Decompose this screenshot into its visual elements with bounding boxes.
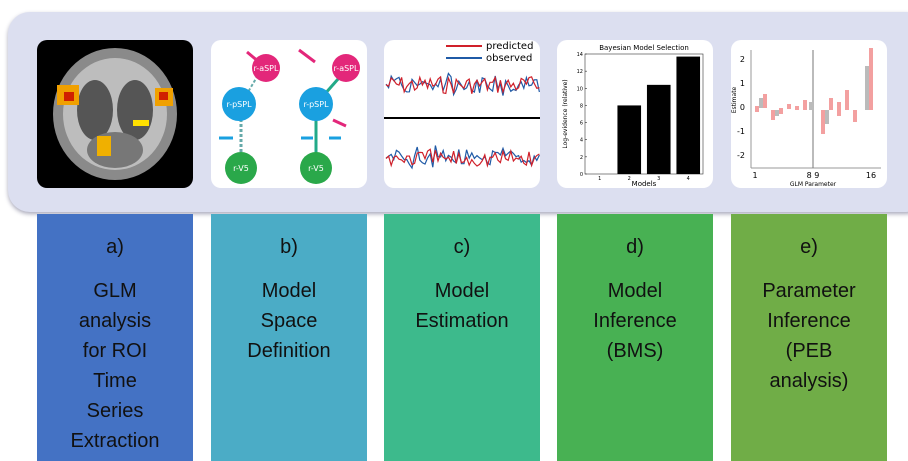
stage-text: Model: [384, 276, 540, 306]
y-tick-label: 10: [577, 86, 583, 92]
bar: [617, 105, 641, 174]
stage-text: Estimation: [384, 306, 540, 336]
x-axis-label: GLM Parameter: [790, 181, 837, 188]
stage-letter: c): [384, 232, 540, 262]
node-label: r-V5: [308, 164, 324, 173]
bar: [647, 85, 671, 174]
brain-thumbnail: [37, 40, 193, 188]
model-diagram: r-aSPL r-aSPL r-pSPL r-pSPL r-V5 r-V5: [211, 40, 367, 188]
y-tick-label: 0: [580, 172, 583, 178]
y-tick-label: 6: [580, 121, 583, 127]
y-tick-label: 4: [580, 138, 583, 144]
stage-text: Time: [37, 366, 193, 396]
x-tick-label: 3: [657, 176, 660, 182]
node-label: r-V5: [233, 164, 249, 173]
node-label: r-pSPL: [303, 100, 329, 109]
stage-letter: a): [37, 232, 193, 262]
legend-label: predicted: [486, 41, 533, 52]
x-tick-label: 4: [687, 176, 690, 182]
stage-text: Definition: [211, 336, 367, 366]
y-tick-label: 14: [577, 52, 583, 58]
stage-text: Parameter: [731, 276, 887, 306]
bar: [676, 57, 700, 174]
y-tick-label: 12: [577, 69, 583, 75]
peb-thumbnail: 2 1 0 -1 -2 1 8 9 16 GLM Parameter Estimate: [731, 40, 887, 188]
bms-title: Bayesian Model Selection: [599, 44, 689, 52]
stage-text: Space: [211, 306, 367, 336]
page: r-aSPL r-aSPL r-pSPL r-pSPL r-V5 r-V5 predict…: [0, 0, 908, 461]
brain-image: [37, 40, 193, 188]
y-tick-label: 2: [580, 155, 583, 161]
x-tick-label: 1: [598, 176, 601, 182]
node-label: r-aSPL: [334, 64, 359, 73]
stage-letter: b): [211, 232, 367, 262]
y-tick-label: 2: [740, 55, 745, 64]
stage-text: for ROI: [37, 336, 193, 366]
x-tick-label: 1: [752, 171, 757, 180]
stage-text: Inference: [557, 306, 713, 336]
stage-text: Model: [211, 276, 367, 306]
y-tick-label: 8: [580, 103, 583, 109]
stage-text: Model: [557, 276, 713, 306]
x-tick-label: 16: [866, 171, 876, 180]
stage-text: Inference: [731, 306, 887, 336]
peb-chart: 2 1 0 -1 -2 1 8 9 16 GLM Parameter Estimate: [731, 40, 887, 188]
x-tick-label: 2: [628, 176, 631, 182]
legend-label: observed: [486, 53, 532, 64]
stage-text: (BMS): [557, 336, 713, 366]
node-label: r-aSPL: [254, 64, 279, 73]
stage-text: GLM: [37, 276, 193, 306]
y-tick-label: -1: [737, 127, 745, 136]
stage-letter: e): [731, 232, 887, 262]
x-axis-label: Models: [632, 180, 657, 188]
stage-text: analysis: [37, 306, 193, 336]
y-axis-label: Estimate: [731, 86, 738, 113]
y-tick-label: 0: [740, 103, 745, 112]
y-tick-label: 1: [740, 79, 745, 88]
x-tick-label: 8 9: [807, 171, 820, 180]
stage-text: analysis): [731, 366, 887, 396]
stage-text: (PEB: [731, 336, 887, 366]
stage-text: Series: [37, 396, 193, 426]
stage-text: Extraction: [37, 426, 193, 456]
y-tick-label: -2: [737, 151, 745, 160]
node-label: r-pSPL: [226, 100, 252, 109]
model-space-thumbnail: r-aSPL r-aSPL r-pSPL r-pSPL r-V5 r-V5: [211, 40, 367, 188]
stage-letter: d): [557, 232, 713, 262]
y-axis-label: Log-evidence (relative): [562, 79, 569, 148]
